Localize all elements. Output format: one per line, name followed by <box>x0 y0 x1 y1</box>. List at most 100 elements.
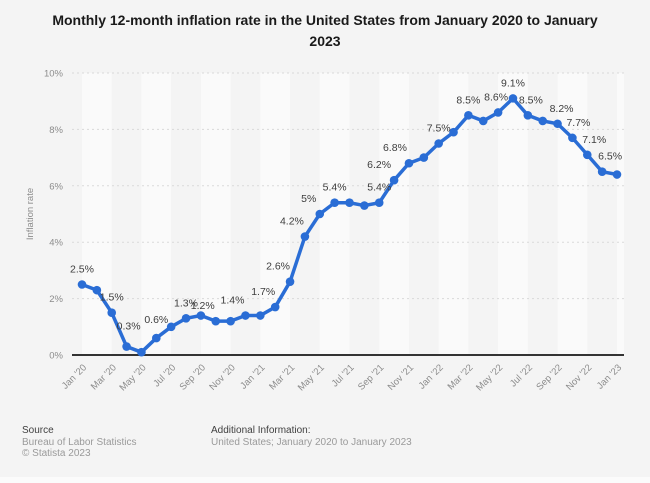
data-point <box>538 116 547 126</box>
data-point <box>345 198 354 208</box>
plot-band <box>498 73 528 355</box>
x-tick-label: Jul '22 <box>508 362 535 389</box>
x-tick-label: Jan '22 <box>417 362 446 391</box>
data-point <box>122 342 131 351</box>
plot-band <box>82 73 112 355</box>
data-point-label: 0.6% <box>144 314 168 326</box>
data-point <box>226 316 235 326</box>
plot-band <box>319 73 350 355</box>
plot-band <box>617 73 624 355</box>
chart-title: Monthly 12-month inflation rate in the U… <box>52 12 598 49</box>
x-tick-label: Sep '20 <box>178 362 208 392</box>
data-point <box>404 158 414 168</box>
x-tick-label: Mar '22 <box>446 362 476 392</box>
x-tick-label: Mar '21 <box>267 362 297 392</box>
data-point <box>478 116 488 126</box>
data-point-label: 2.6% <box>266 261 290 273</box>
data-point-label: 6.8% <box>383 142 407 154</box>
data-point <box>315 209 325 219</box>
data-point <box>449 127 458 137</box>
data-point <box>389 175 399 185</box>
data-point-label: 6.2% <box>367 159 391 171</box>
data-point <box>597 167 607 176</box>
x-tick-label: May '20 <box>117 362 148 393</box>
data-point <box>285 277 295 286</box>
data-point-label: 8.2% <box>550 103 574 115</box>
data-point-label: 7.5% <box>427 123 451 135</box>
bottom-strip <box>0 477 650 483</box>
x-tick-label: Jul '20 <box>151 362 178 389</box>
source-name: Bureau of Labor Statistics <box>22 437 137 448</box>
y-axis-title: Inflation rate <box>25 188 36 240</box>
additional-info-heading: Additional Information: <box>211 425 311 436</box>
additional-info-text: United States; January 2020 to January 2… <box>211 437 412 448</box>
data-point <box>374 198 384 208</box>
plot-band <box>438 73 469 355</box>
data-point-label: 4.2% <box>280 216 304 228</box>
data-point <box>196 311 206 320</box>
source-heading: Source <box>22 425 54 436</box>
data-point-label: 8.5% <box>519 94 543 106</box>
data-point <box>553 119 562 129</box>
x-tick-label: Sep '22 <box>534 362 564 392</box>
y-tick-label: 10% <box>44 69 64 80</box>
data-point <box>434 139 443 148</box>
data-point-label: 9.1% <box>501 77 525 89</box>
data-point <box>92 285 102 295</box>
data-point <box>582 150 592 160</box>
plot-band <box>557 73 588 355</box>
data-point-label: 5.4% <box>367 182 391 194</box>
x-tick-label: Jan '21 <box>238 362 267 391</box>
data-point-label: 2.5% <box>70 264 94 276</box>
data-point <box>137 347 146 357</box>
data-point-label: 5% <box>301 193 316 205</box>
data-point <box>568 133 577 143</box>
x-tick-label: Mar '20 <box>89 362 119 392</box>
x-tick-label: Nov '21 <box>386 362 416 392</box>
x-tick-label: Jan '23 <box>595 362 624 391</box>
data-point <box>330 198 339 208</box>
data-point-label: 0.3% <box>117 321 141 333</box>
copyright-text: © Statista 2023 <box>22 448 91 459</box>
data-point-label: 1.3% <box>174 297 198 309</box>
data-point-label: 6.5% <box>598 151 622 163</box>
plot-band <box>379 73 409 355</box>
y-tick-label: 0% <box>49 351 63 362</box>
data-point-label: 8.6% <box>484 91 508 103</box>
data-point <box>152 333 161 343</box>
data-point-label: 1.2% <box>191 300 215 312</box>
data-point <box>211 316 221 326</box>
data-point <box>107 308 117 318</box>
data-point-label: 1.5% <box>100 292 124 304</box>
additional-info-section: Additional Information: United States; J… <box>211 425 412 448</box>
x-tick-label: Nov '22 <box>564 362 594 392</box>
y-tick-label: 2% <box>49 294 63 305</box>
data-point <box>181 314 191 323</box>
data-point <box>508 94 518 103</box>
y-tick-label: 4% <box>49 238 63 249</box>
x-tick-label: Sep '21 <box>356 362 386 392</box>
x-tick-label: Jul '21 <box>330 362 357 389</box>
y-tick-label: 8% <box>49 125 63 136</box>
data-point <box>241 311 250 320</box>
data-point-label: 1.7% <box>251 286 275 298</box>
data-point <box>77 280 87 289</box>
x-tick-label: May '21 <box>296 362 327 393</box>
data-point <box>493 108 503 117</box>
y-tick-label: 6% <box>49 181 63 192</box>
data-point <box>300 232 310 241</box>
data-point <box>360 201 369 210</box>
data-point-label: 1.4% <box>221 295 245 307</box>
data-point-label: 8.5% <box>456 94 480 106</box>
data-point <box>419 153 429 162</box>
data-point-label: 7.7% <box>566 117 590 129</box>
source-section: Source Bureau of Labor Statistics © Stat… <box>22 425 137 459</box>
data-point <box>270 302 280 312</box>
data-point <box>523 111 533 120</box>
data-point <box>166 322 176 332</box>
data-point <box>464 111 473 120</box>
x-tick-label: May '22 <box>474 362 505 393</box>
x-tick-label: Nov '20 <box>207 362 237 392</box>
